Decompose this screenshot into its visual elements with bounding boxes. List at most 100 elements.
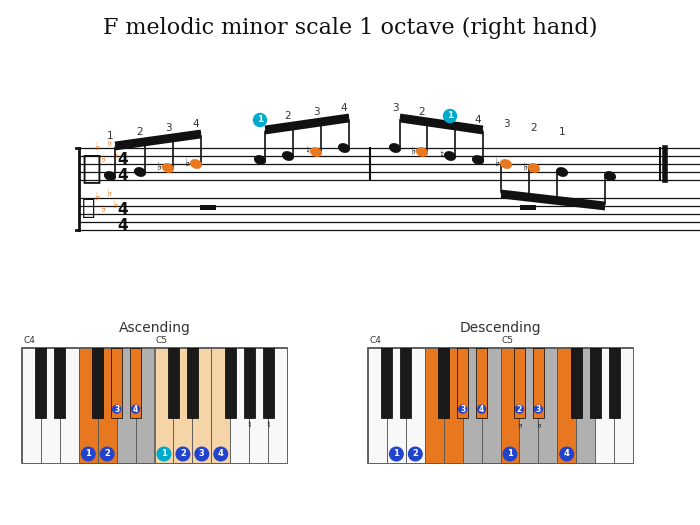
Bar xyxy=(193,348,211,463)
Circle shape xyxy=(458,405,467,413)
Text: 4: 4 xyxy=(218,449,224,458)
Text: 3: 3 xyxy=(313,107,319,117)
Bar xyxy=(168,348,179,418)
Bar xyxy=(22,348,287,463)
Text: 1: 1 xyxy=(507,449,513,458)
Text: C5: C5 xyxy=(501,336,514,345)
Bar xyxy=(438,348,449,418)
Text: ♮: ♮ xyxy=(266,420,270,430)
Bar xyxy=(500,348,519,463)
Bar xyxy=(538,348,557,463)
Bar xyxy=(387,348,406,463)
Bar xyxy=(92,348,103,418)
Text: ♭: ♭ xyxy=(494,159,500,169)
Bar xyxy=(79,348,98,463)
Bar xyxy=(211,348,230,463)
Ellipse shape xyxy=(311,148,321,156)
Bar xyxy=(55,348,65,418)
Bar xyxy=(589,348,601,418)
Ellipse shape xyxy=(556,168,567,176)
Ellipse shape xyxy=(190,160,202,168)
Text: ♭: ♭ xyxy=(113,201,118,211)
Circle shape xyxy=(214,447,228,461)
Text: ♭: ♭ xyxy=(113,151,118,161)
Bar xyxy=(200,205,216,210)
Text: 4: 4 xyxy=(133,405,138,414)
Bar xyxy=(174,348,192,463)
Bar xyxy=(41,348,60,463)
Bar xyxy=(225,348,236,418)
Ellipse shape xyxy=(134,168,146,176)
Circle shape xyxy=(503,447,517,461)
Circle shape xyxy=(390,447,403,461)
Text: ♭: ♭ xyxy=(410,146,416,156)
Text: ♭: ♭ xyxy=(94,193,99,203)
Text: ♭: ♭ xyxy=(94,143,99,153)
Text: 2: 2 xyxy=(104,449,110,458)
Circle shape xyxy=(132,405,139,413)
Text: ♭: ♭ xyxy=(156,163,162,173)
Text: 4: 4 xyxy=(193,119,200,129)
Ellipse shape xyxy=(444,152,455,160)
Bar xyxy=(444,348,463,463)
Text: 3: 3 xyxy=(460,405,466,414)
Text: 2: 2 xyxy=(531,123,538,133)
Circle shape xyxy=(195,447,209,461)
Ellipse shape xyxy=(162,164,174,172)
Bar xyxy=(482,348,500,463)
Bar xyxy=(244,348,255,418)
Circle shape xyxy=(409,447,422,461)
Ellipse shape xyxy=(416,148,427,156)
Bar xyxy=(130,348,141,418)
Bar xyxy=(60,348,79,463)
Circle shape xyxy=(81,447,95,461)
Text: 4: 4 xyxy=(564,449,570,458)
Text: 4: 4 xyxy=(118,152,128,167)
Bar xyxy=(111,348,122,418)
Bar xyxy=(155,348,174,463)
Circle shape xyxy=(253,113,267,127)
Text: 3: 3 xyxy=(114,405,119,414)
Text: 4: 4 xyxy=(479,405,484,414)
Text: ♭: ♭ xyxy=(106,139,111,149)
Text: 2: 2 xyxy=(136,127,144,137)
Bar xyxy=(268,348,287,463)
Circle shape xyxy=(176,447,190,461)
Text: 3: 3 xyxy=(199,449,204,458)
Bar xyxy=(117,348,136,463)
Bar xyxy=(136,348,155,463)
Text: 2: 2 xyxy=(285,111,291,121)
Bar xyxy=(98,348,117,463)
Text: 3: 3 xyxy=(536,405,541,414)
Text: ♮: ♮ xyxy=(305,146,309,156)
Circle shape xyxy=(113,405,120,413)
Bar xyxy=(36,348,46,418)
Bar xyxy=(368,348,633,463)
Bar xyxy=(614,348,633,463)
Bar xyxy=(230,348,249,463)
Bar xyxy=(22,348,41,463)
Text: 1: 1 xyxy=(85,449,91,458)
Ellipse shape xyxy=(105,172,116,180)
Bar xyxy=(533,348,544,418)
Text: 3: 3 xyxy=(503,119,510,129)
Text: 𝄞: 𝄞 xyxy=(81,152,101,184)
Text: Ascending: Ascending xyxy=(118,321,190,335)
Ellipse shape xyxy=(605,172,615,180)
Bar xyxy=(519,348,538,463)
Text: 3: 3 xyxy=(164,123,172,133)
Text: ♭: ♭ xyxy=(106,189,111,199)
Ellipse shape xyxy=(339,144,349,152)
Text: 4: 4 xyxy=(118,218,128,234)
Text: 1: 1 xyxy=(106,131,113,141)
Text: 4: 4 xyxy=(118,203,128,217)
Text: ♮: ♮ xyxy=(439,151,443,161)
Text: C4: C4 xyxy=(369,336,381,345)
Bar xyxy=(463,348,482,463)
Circle shape xyxy=(515,405,524,413)
Ellipse shape xyxy=(283,152,293,160)
Text: 1: 1 xyxy=(161,449,167,458)
Text: 2: 2 xyxy=(517,405,522,414)
Circle shape xyxy=(477,405,486,413)
Ellipse shape xyxy=(500,160,511,168)
